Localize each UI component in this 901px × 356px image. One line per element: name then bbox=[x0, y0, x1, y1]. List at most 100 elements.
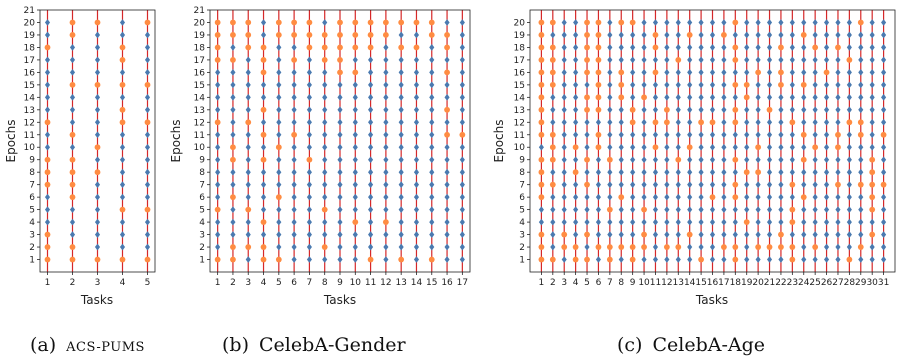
plot-c-marker-selected bbox=[732, 68, 738, 76]
plot-c-marker bbox=[686, 32, 693, 38]
plot-c-marker-selected bbox=[881, 243, 887, 251]
plot-c-marker-selected bbox=[858, 81, 864, 89]
plot-b-marker-selected bbox=[352, 118, 358, 126]
plot-c-marker-selected bbox=[846, 106, 852, 114]
plot-b-marker-selected bbox=[413, 68, 420, 76]
plot-c-marker bbox=[869, 194, 876, 201]
plot-c-marker-selected bbox=[824, 181, 830, 189]
plot-c-marker-selected bbox=[618, 118, 624, 126]
plot-a-marker bbox=[119, 256, 126, 263]
plot-c-marker-selected bbox=[755, 31, 761, 39]
plot-b-ytick-label: 8 bbox=[199, 168, 205, 178]
plot-b-marker-selected bbox=[306, 106, 312, 114]
plot-b-marker-selected bbox=[276, 68, 282, 76]
plot-b-marker-selected bbox=[413, 81, 420, 89]
plot-c-marker-selected bbox=[595, 206, 601, 214]
plot-b-ytick-label: 6 bbox=[199, 193, 205, 203]
plot-c-marker-selected bbox=[664, 218, 670, 226]
plot-c-marker-selected bbox=[573, 156, 579, 164]
plot-a-marker-selected bbox=[69, 118, 76, 126]
plot-c-marker-selected bbox=[824, 256, 830, 263]
plot-c-marker-selected bbox=[744, 243, 750, 251]
plot-b-marker bbox=[321, 206, 328, 213]
plot-c-marker-selected bbox=[869, 68, 875, 76]
plot-a-marker-selected bbox=[119, 168, 126, 176]
plot-b-marker bbox=[214, 32, 221, 38]
plot-c-marker-selected bbox=[766, 156, 773, 164]
plot-c-marker-selected bbox=[687, 81, 693, 89]
plot-b-marker-selected bbox=[413, 231, 420, 238]
plot-a-marker-selected bbox=[44, 106, 51, 114]
plot-b-marker-selected bbox=[459, 31, 465, 39]
plot-c-marker-selected bbox=[812, 206, 818, 214]
plot-c-xtick-label: 19 bbox=[741, 278, 753, 288]
plot-c-marker-selected bbox=[687, 193, 693, 201]
plot-a-marker-selected bbox=[69, 68, 76, 76]
plot-b-marker-selected bbox=[276, 206, 282, 214]
plot-c-marker-selected bbox=[744, 131, 750, 139]
plot-c-marker bbox=[606, 244, 613, 250]
plot-c-marker bbox=[789, 119, 796, 126]
plot-b-marker-selected bbox=[245, 131, 251, 139]
plot-c-ytick-label: 8 bbox=[519, 168, 525, 178]
plot-b-marker-selected bbox=[413, 118, 420, 126]
plot-c-marker-selected bbox=[869, 93, 875, 101]
plot-c-marker bbox=[538, 32, 545, 38]
plot-a-ytick-label: 4 bbox=[29, 218, 35, 228]
plot-b-marker-selected bbox=[398, 231, 404, 238]
plot-c-marker-selected bbox=[675, 181, 681, 189]
plot-c-marker-selected bbox=[869, 44, 875, 51]
plot-b-xtick-label: 14 bbox=[411, 278, 423, 288]
plot-c-marker bbox=[549, 81, 556, 88]
plot-c-marker bbox=[869, 206, 876, 213]
plot-a-marker-selected bbox=[69, 93, 76, 101]
plot-a-ytick-label: 13 bbox=[24, 106, 35, 116]
plot-c-marker-selected bbox=[630, 68, 636, 76]
plot-c-xtick-label: 10 bbox=[638, 278, 650, 288]
plot-c-marker-selected bbox=[698, 106, 704, 114]
plot-c-marker-selected bbox=[824, 56, 830, 64]
plot-c-marker-selected bbox=[607, 31, 613, 39]
plot-b-xtick-label: 15 bbox=[426, 278, 437, 288]
plot-a-marker-selected bbox=[119, 218, 126, 226]
plot-c-marker-selected bbox=[801, 106, 807, 114]
plot-c-marker-selected bbox=[709, 143, 716, 151]
plot-b-marker bbox=[214, 256, 221, 263]
plot-c-marker bbox=[595, 131, 602, 138]
plot-b-marker-selected bbox=[413, 31, 420, 39]
plot-c-marker bbox=[584, 44, 590, 51]
plot-b-marker-selected bbox=[368, 131, 374, 139]
plot-b-marker bbox=[352, 19, 359, 26]
plot-b-marker-selected bbox=[291, 93, 297, 101]
plot-b-marker-selected bbox=[245, 68, 251, 76]
plot-c-marker-selected bbox=[664, 256, 670, 263]
plot-b-marker-selected bbox=[398, 31, 404, 39]
plot-c-marker-selected bbox=[766, 256, 773, 263]
plot-b-marker-selected bbox=[260, 168, 267, 176]
plot-b-marker-selected bbox=[429, 118, 435, 126]
plot-c-marker-selected bbox=[881, 143, 887, 151]
plot-b-ytick-label: 16 bbox=[194, 68, 206, 78]
plot-c-marker-selected bbox=[835, 68, 841, 76]
plot-b-marker-selected bbox=[459, 81, 465, 89]
plot-c-marker bbox=[549, 44, 556, 51]
plot-c-ytick-label: 6 bbox=[519, 193, 525, 203]
plot-c-marker-selected bbox=[824, 143, 830, 151]
plot-b-marker-selected bbox=[429, 206, 435, 214]
plot-b-marker-selected bbox=[306, 168, 312, 176]
plot-b-marker-selected bbox=[276, 168, 282, 176]
plot-c-marker-selected bbox=[561, 81, 567, 89]
plot-c-marker-selected bbox=[675, 131, 681, 139]
plot-c-marker bbox=[538, 44, 545, 51]
plot-c-marker bbox=[663, 244, 670, 250]
plot-c-marker-selected bbox=[846, 231, 852, 238]
plot-b-marker-selected bbox=[306, 56, 312, 64]
plot-a-marker bbox=[144, 206, 151, 213]
plot-c-marker-selected bbox=[801, 168, 807, 176]
plot-b-marker-selected bbox=[245, 156, 251, 164]
plot-c-marker bbox=[538, 256, 545, 263]
plot-b-marker-selected bbox=[322, 118, 328, 126]
plot-b-marker-selected bbox=[260, 93, 267, 101]
plot-c-marker-selected bbox=[641, 56, 647, 64]
plot-c-marker bbox=[584, 69, 590, 76]
